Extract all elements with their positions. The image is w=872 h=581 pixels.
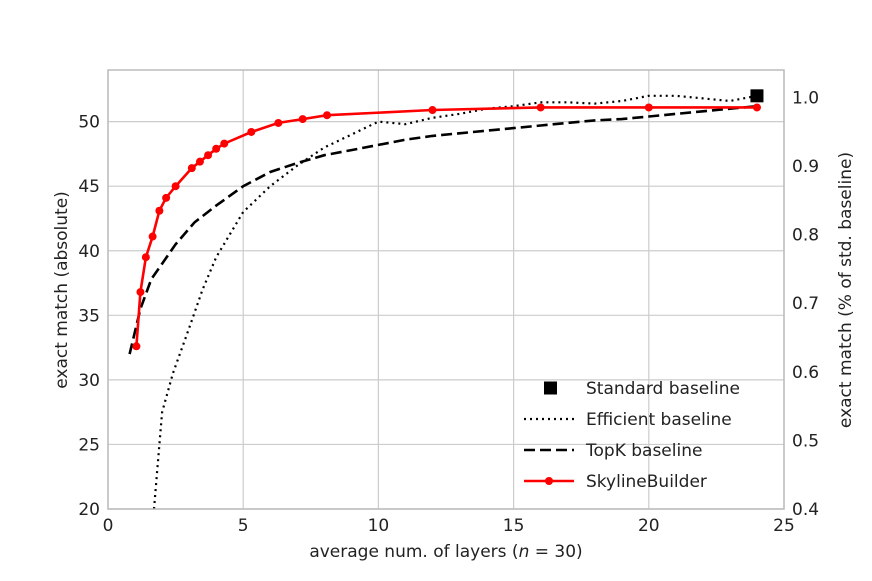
skylinebuilder-point <box>204 151 213 160</box>
skylinebuilder-line <box>135 106 757 347</box>
plot-frame <box>107 69 785 510</box>
y-tick-label: 40 <box>78 242 100 262</box>
legend-swatch-marker <box>545 477 553 485</box>
y-tick-label-right: 0.4 <box>792 500 819 520</box>
legend-label: TopK baseline <box>585 441 702 461</box>
y-tick-label-right: 0.9 <box>792 157 819 177</box>
skylinebuilder-point <box>187 164 196 173</box>
skylinebuilder-point <box>536 103 545 112</box>
legend-item-topk-baseline: TopK baseline <box>524 441 702 461</box>
skylinebuilder-point <box>220 139 229 148</box>
skylinebuilder-point <box>298 115 307 124</box>
skylinebuilder-point <box>428 106 437 115</box>
legend: Standard baseline Efficient baseline TopK … <box>524 379 740 492</box>
legend-label: Efficient baseline <box>586 410 732 430</box>
skylinebuilder-point <box>752 103 761 112</box>
y-tick-label: 25 <box>78 435 100 455</box>
y-tick-label: 20 <box>78 500 100 520</box>
y-tick-label-right: 0.7 <box>792 294 819 314</box>
y-tick-label-right: 1.0 <box>792 88 819 108</box>
legend-item-skylinebuilder: SkylineBuilder <box>524 472 707 492</box>
skylinebuilder-point <box>162 193 171 202</box>
skylinebuilder-point <box>644 103 653 112</box>
legend-label: SkylineBuilder <box>586 472 707 492</box>
legend-label: Standard baseline <box>586 379 740 399</box>
skylinebuilder-point <box>195 157 204 166</box>
y-tick-label: 50 <box>78 113 100 133</box>
legend-item-standard-baseline: Standard baseline <box>544 379 740 399</box>
standard-baseline-marker <box>750 89 764 103</box>
y-tick-label-right: 0.6 <box>792 363 819 383</box>
skylinebuilder-point <box>323 111 332 120</box>
y-tick-label-right: 0.8 <box>792 226 819 246</box>
legend-swatch <box>544 381 557 395</box>
y-tick-label: 30 <box>78 371 100 391</box>
skylinebuilder-point <box>212 144 221 153</box>
x-tick-label: 10 <box>368 516 390 536</box>
topk-baseline-line <box>128 104 758 355</box>
x-tick-label: 5 <box>238 516 249 536</box>
x-axis-label: average num. of layers (n = 30) <box>309 542 582 562</box>
skylinebuilder-point <box>136 288 145 297</box>
tick-labels: 0 5 10 15 20 25 20 25 30 35 40 45 50 0.4 0.5 0.6 0.7 0.8 0… <box>78 88 819 536</box>
series-layer <box>128 89 764 509</box>
skylinebuilder-point <box>155 206 164 215</box>
y-tick-label-right: 0.5 <box>792 431 819 451</box>
skylinebuilder-point <box>148 232 157 241</box>
skylinebuilder-point <box>274 118 283 127</box>
skylinebuilder-point <box>141 253 150 262</box>
x-tick-label: 0 <box>103 516 114 536</box>
x-tick-label: 15 <box>503 516 525 536</box>
y-axis-label: exact match (absolute) <box>52 191 72 389</box>
y-tick-label: 45 <box>78 177 100 197</box>
x-tick-label: 20 <box>638 516 660 536</box>
skylinebuilder-point <box>171 182 180 191</box>
x-tick-label: 25 <box>773 516 795 536</box>
skylinebuilder-point <box>132 342 141 351</box>
y-tick-label: 35 <box>78 306 100 326</box>
skylinebuilder-point <box>247 127 256 136</box>
legend-item-efficient-baseline: Efficient baseline <box>524 410 732 430</box>
y-axis-label-right: exact match (% of std. baseline) <box>836 152 856 428</box>
